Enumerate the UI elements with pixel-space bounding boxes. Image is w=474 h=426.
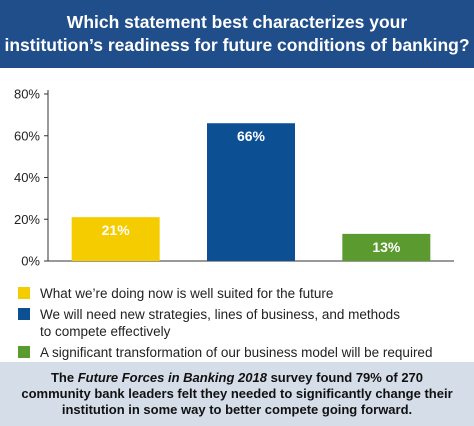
footer-pre: The [50, 370, 78, 385]
bar-value-label: 66% [237, 128, 266, 144]
y-tick-label: 0% [21, 254, 40, 269]
bar [207, 123, 295, 261]
footer-line-2: community bank leaders felt they needed … [21, 386, 453, 401]
legend-item-1: What we’re doing now is well suited for … [18, 285, 458, 302]
chart-title: Which statement best characterizes your … [0, 0, 474, 68]
legend-label-2: We will need new strategies, lines of bu… [40, 306, 400, 340]
y-tick-label: 40% [14, 170, 40, 185]
footer-post: survey found 79% of 270 [266, 370, 424, 385]
footer-note: The Future Forces in Banking 2018 survey… [0, 362, 474, 426]
bar-value-label: 21% [102, 222, 131, 238]
bar [71, 217, 160, 261]
legend-swatch-blue [18, 308, 30, 320]
legend-swatch-yellow [18, 287, 30, 299]
y-tick-label: 60% [14, 128, 40, 143]
footer-line-3: institution in some way to better compet… [61, 402, 413, 417]
legend: What we’re doing now is well suited for … [18, 285, 458, 365]
title-line-1: Which statement best characterizes your [66, 12, 408, 32]
footer-line-1: The Future Forces in Banking 2018 survey… [51, 370, 423, 386]
legend-label-1: What we’re doing now is well suited for … [40, 286, 334, 301]
bar [342, 233, 431, 261]
bar-chart: 0% 20% 40% 60% 80% 21% 66% 13% [14, 87, 454, 269]
legend-swatch-green [18, 346, 30, 358]
title-line-2: institution’s readiness for future condi… [4, 35, 470, 55]
legend-label-2-line-1: We will need new strategies, lines of bu… [40, 307, 400, 322]
bar-value-label: 13% [372, 239, 401, 255]
chart-area: 0% 20% 40% 60% 80% 21% 66% 13% What we’re doing… [0, 68, 474, 360]
legend-item-2: We will need new strategies, lines of bu… [18, 306, 458, 340]
footer-survey-name: Future Forces in Banking 2018 [77, 370, 267, 385]
y-tick-label: 20% [14, 212, 40, 227]
legend-label-3: A significant transformation of our busi… [40, 345, 433, 360]
y-tick-label: 80% [14, 87, 40, 102]
legend-label-2-line-2: to compete effectively [40, 324, 171, 339]
legend-item-3: A significant transformation of our busi… [18, 344, 458, 361]
